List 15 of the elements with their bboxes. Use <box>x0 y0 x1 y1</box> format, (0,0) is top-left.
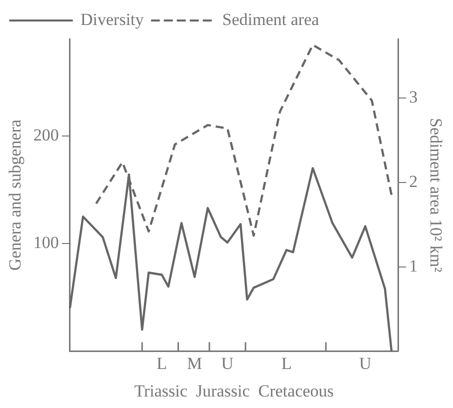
x-tick-label: L <box>156 354 167 373</box>
y2-axis-title: Sediment area 10² km² <box>426 118 446 272</box>
y-tick-label: 200 <box>33 125 59 144</box>
x-tick-label: U <box>359 354 372 373</box>
legend-label: Diversity <box>80 10 144 29</box>
y2-tick-label: 2 <box>409 172 418 191</box>
x-tick-label: M <box>187 354 202 373</box>
x-axis-title: Triassic Jurassic Cretaceous <box>134 381 334 400</box>
x-tick-label: U <box>221 354 234 373</box>
x-tick-label: L <box>281 354 292 373</box>
y2-tick-label: 1 <box>409 256 418 276</box>
y-tick-label: 100 <box>33 233 59 252</box>
y2-tick-label: 3 <box>409 88 418 107</box>
legend-label: Sediment area <box>222 10 320 29</box>
y-axis-title: Genera and subgenera <box>6 119 25 271</box>
